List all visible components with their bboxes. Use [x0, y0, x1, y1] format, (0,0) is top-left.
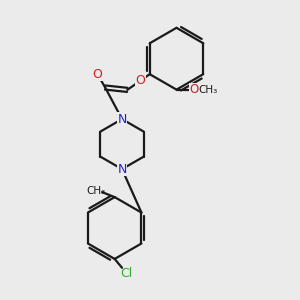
Text: N: N	[117, 163, 127, 176]
Text: N: N	[117, 112, 127, 126]
Text: O: O	[93, 68, 103, 81]
Text: CH₃: CH₃	[198, 85, 218, 94]
Text: Cl: Cl	[120, 267, 133, 280]
Text: O: O	[190, 83, 199, 96]
Text: O: O	[136, 74, 146, 87]
Text: CH₃: CH₃	[86, 186, 105, 196]
